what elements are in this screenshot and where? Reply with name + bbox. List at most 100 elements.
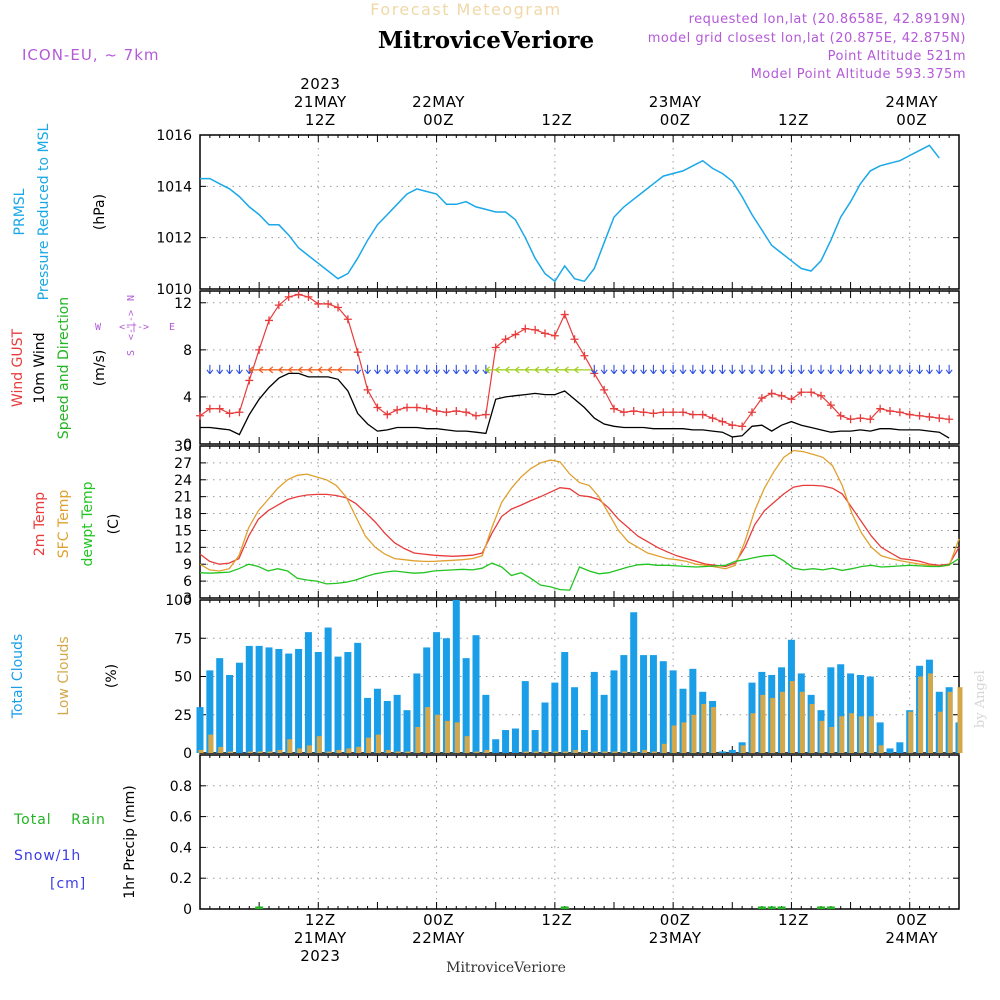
total-cloud-bar xyxy=(837,664,845,753)
low-cloud-bar xyxy=(681,722,687,753)
wind-dir-arrow xyxy=(383,364,391,375)
total-cloud-bar xyxy=(265,647,273,753)
total-cloud-bar xyxy=(285,653,293,753)
pressure-unit: (hPa) xyxy=(92,194,108,230)
gust-marker xyxy=(610,404,618,413)
wind-dir-arrow xyxy=(393,364,401,375)
total-cloud-bar xyxy=(295,648,303,753)
point-altitude: Point Altitude 521m xyxy=(828,49,966,64)
y-tick-label: 25 xyxy=(174,708,192,724)
y-tick-label: 1010 xyxy=(156,282,192,298)
total-cloud-bar xyxy=(462,658,470,753)
gust-marker xyxy=(324,299,333,308)
gust-marker xyxy=(501,335,510,344)
pressure-label-msl: Pressure Reduced to MSL xyxy=(36,123,52,300)
model-altitude: Model Point Altitude 593.375m xyxy=(751,67,966,82)
gust-marker xyxy=(718,417,727,426)
low-cloud-bar xyxy=(622,751,628,753)
wind-dir-arrow xyxy=(876,364,884,375)
y-tick-label: 1012 xyxy=(156,231,192,247)
temp-2m-line xyxy=(199,484,960,568)
wind-10m-label: 10m Wind xyxy=(32,332,48,403)
low-cloud-bar xyxy=(484,749,490,753)
wind-dir-arrow xyxy=(452,364,460,375)
wind-dir-arrow xyxy=(354,364,362,375)
wind-dir-arrow xyxy=(718,364,726,375)
low-cloud-bar xyxy=(573,749,579,753)
bottom-time-label: 21MAY xyxy=(294,929,347,947)
low-cloud-bar xyxy=(228,751,234,753)
low-cloud-bar xyxy=(218,746,224,753)
low-cloud-bar xyxy=(661,743,667,753)
low-cloud-bar xyxy=(592,751,598,753)
total-cloud-bar xyxy=(324,627,332,753)
wind-dir-arrow xyxy=(206,364,214,375)
low-cloud-bar xyxy=(464,736,470,753)
low-cloud-bar xyxy=(849,713,855,753)
requested-coords: requested lon,lat (20.8658E, 42.8919N) xyxy=(689,12,966,27)
wind-dir-arrow xyxy=(856,364,864,375)
low-cloud-bar xyxy=(385,749,391,753)
low-cloud-bar xyxy=(740,745,746,753)
wind-dir-arrow xyxy=(689,364,697,375)
y-tick-label: 21 xyxy=(174,490,192,506)
wind-dir-arrow xyxy=(640,364,648,375)
total-cloud-bar xyxy=(876,722,884,753)
model-label: ICON-EU, ~ 7km xyxy=(22,46,160,64)
gust-marker xyxy=(757,394,766,403)
dewpt-line xyxy=(199,554,960,591)
total-cloud-bar xyxy=(492,739,500,753)
gust-marker xyxy=(600,385,609,394)
gust-marker xyxy=(452,407,461,416)
y-tick-label: 75 xyxy=(174,631,192,647)
low-clouds-label: Low Clouds xyxy=(56,636,72,715)
low-cloud-bar xyxy=(947,691,953,753)
bottom-time-label: 22MAY xyxy=(412,929,465,947)
total-cloud-bar xyxy=(521,681,529,753)
low-cloud-bar xyxy=(306,745,312,753)
top-time-label: 12Z xyxy=(305,111,336,129)
wind-dir-arrow xyxy=(807,364,815,375)
gust-marker xyxy=(787,395,796,404)
gust-marker xyxy=(334,303,342,312)
total-cloud-bar xyxy=(571,687,579,753)
low-cloud-bar xyxy=(474,751,480,753)
total-cloud-bar xyxy=(718,751,726,753)
total-cloud-bar xyxy=(856,674,864,753)
y-tick-label: 6 xyxy=(183,574,192,590)
wind-dir-arrow xyxy=(442,364,450,375)
low-cloud-bar xyxy=(829,726,835,753)
gust-marker xyxy=(580,351,589,360)
total-cloud-bar xyxy=(304,632,312,753)
gust-marker xyxy=(767,389,776,398)
total-cloud-bar xyxy=(206,670,214,753)
gust-marker xyxy=(422,404,431,413)
top-time-label: 12Z xyxy=(778,111,809,129)
low-cloud-bar xyxy=(297,748,303,753)
gust-marker xyxy=(383,410,392,419)
y-tick-label: 4 xyxy=(183,390,192,406)
gust-marker xyxy=(728,421,737,430)
total-cloud-bar xyxy=(354,642,362,753)
low-cloud-bar xyxy=(425,707,431,753)
gust-marker xyxy=(511,330,520,339)
rain-bar xyxy=(560,906,569,909)
low-cloud-bar xyxy=(523,751,529,753)
gust-marker xyxy=(284,292,293,301)
compass-n: N xyxy=(126,295,137,301)
low-cloud-bar xyxy=(760,694,766,753)
wind-dir-arrow xyxy=(945,364,953,375)
y-tick-label: 0.6 xyxy=(170,810,192,826)
gust-marker xyxy=(570,335,579,344)
low-cloud-bar xyxy=(602,751,608,753)
gust-marker xyxy=(353,348,362,357)
low-cloud-bar xyxy=(287,739,293,753)
low-cloud-bar xyxy=(671,725,677,753)
low-cloud-bar xyxy=(356,746,362,753)
total-cloud-bar xyxy=(551,682,559,753)
panel-frame xyxy=(199,134,960,290)
rain-bar xyxy=(255,906,264,909)
bottom-time-label: 2023 xyxy=(300,947,340,965)
wind-dir-arrow xyxy=(886,364,894,375)
